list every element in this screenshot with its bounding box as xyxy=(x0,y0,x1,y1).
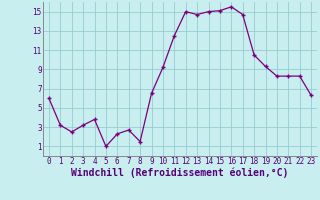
X-axis label: Windchill (Refroidissement éolien,°C): Windchill (Refroidissement éolien,°C) xyxy=(71,168,289,178)
